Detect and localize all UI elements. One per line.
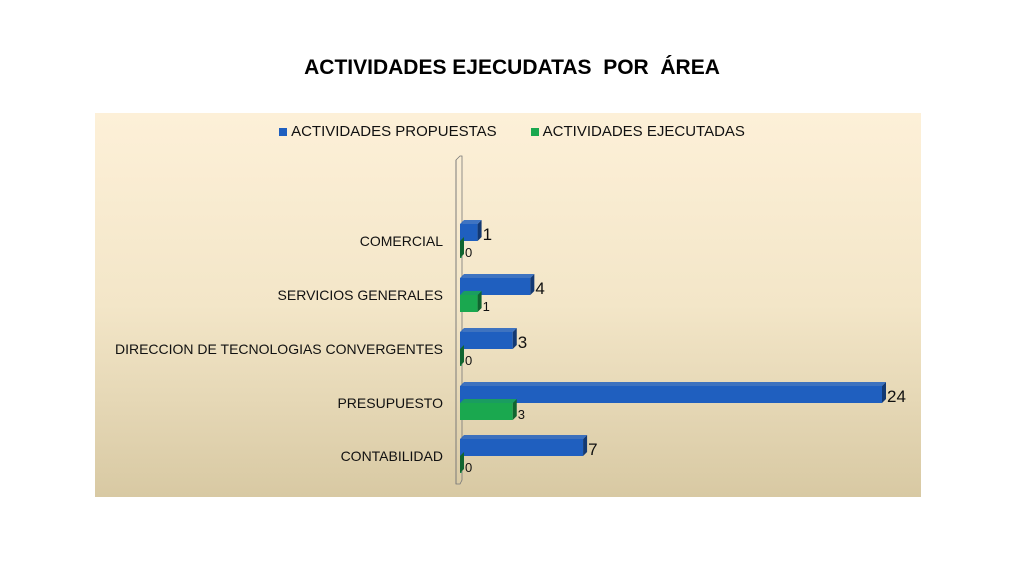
legend-label-propuestas: ACTIVIDADES PROPUESTAS	[291, 123, 497, 140]
bar-0-4	[460, 439, 584, 456]
bar-top-0-1	[460, 274, 535, 278]
bar-top-0-0	[460, 220, 482, 224]
bar-1-1	[460, 295, 478, 312]
bar-side-1-0	[460, 237, 464, 258]
legend-item-propuestas: ACTIVIDADES PROPUESTAS	[279, 123, 497, 140]
bar-side-0-3	[882, 382, 886, 403]
data-label-1-0: 0	[465, 245, 472, 260]
data-label-1-4: 0	[465, 460, 472, 475]
bar-0-3	[460, 386, 882, 403]
bar-side-1-3	[512, 399, 517, 420]
category-label-3: PRESUPUESTO	[337, 395, 443, 411]
category-label-4: CONTABILIDAD	[341, 448, 443, 464]
category-label-0: COMERCIAL	[360, 233, 443, 249]
legend-swatch-ejecutadas	[530, 127, 539, 136]
legend: ACTIVIDADES PROPUESTAS ACTIVIDADES EJECU…	[0, 123, 1024, 140]
bar-0-2	[460, 332, 513, 349]
bar-side-1-1	[477, 291, 482, 312]
bar-top-1-3	[460, 399, 517, 403]
data-label-1-3: 3	[518, 407, 525, 422]
bar-1-3	[460, 403, 513, 420]
bar-side-0-1	[530, 274, 535, 295]
bar-0-0	[460, 224, 478, 241]
legend-label-ejecutadas: ACTIVIDADES EJECUTADAS	[542, 123, 745, 140]
bar-top-0-3	[460, 382, 886, 386]
plot-area	[95, 113, 921, 497]
bar-top-0-4	[460, 435, 588, 439]
bar-side-1-4	[460, 452, 464, 473]
data-label-0-2: 3	[518, 333, 527, 352]
category-label-1: SERVICIOS GENERALES	[278, 287, 443, 303]
data-label-0-1: 4	[535, 279, 544, 298]
bar-side-1-2	[460, 345, 464, 366]
data-label-1-1: 1	[483, 299, 490, 314]
chart-title: ACTIVIDADES EJECUDATAS POR ÁREA	[304, 56, 720, 79]
bar-side-0-4	[583, 435, 588, 456]
bar-side-0-0	[477, 220, 482, 241]
axis-wall	[455, 155, 463, 485]
data-label-0-3: 24	[887, 387, 906, 406]
legend-swatch-propuestas	[279, 127, 288, 136]
data-label-1-2: 0	[465, 353, 472, 368]
legend-item-ejecutadas: ACTIVIDADES EJECUTADAS	[530, 123, 745, 140]
bar-0-1	[460, 278, 531, 295]
bar-top-0-2	[460, 328, 517, 332]
data-label-0-4: 7	[588, 440, 597, 459]
bar-top-1-1	[460, 291, 482, 295]
data-label-0-0: 1	[483, 225, 492, 244]
category-label-2: DIRECCION DE TECNOLOGIAS CONVERGENTES	[115, 341, 443, 357]
bar-side-0-2	[512, 328, 517, 349]
